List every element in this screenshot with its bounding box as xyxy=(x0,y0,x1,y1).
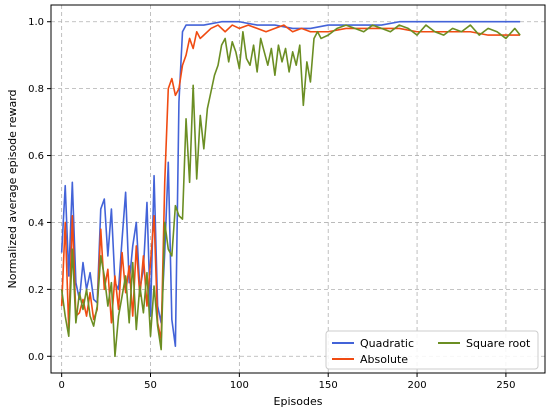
series-line-quadratic xyxy=(60,20,521,348)
x-axis-label: Episodes xyxy=(274,395,323,408)
legend-label-absolute: Absolute xyxy=(360,353,408,366)
x-tick-label: 150 xyxy=(319,380,338,391)
y-tick-label: 0.2 xyxy=(28,285,44,296)
series-line-absolute xyxy=(60,24,521,341)
series-layer xyxy=(60,20,521,358)
x-tick-label: 0 xyxy=(58,380,64,391)
series-line-square-root xyxy=(60,24,521,358)
x-axis-ticks: 0 50 100 150 200 250 xyxy=(58,373,515,391)
x-tick-label: 50 xyxy=(144,380,157,391)
x-tick-label: 250 xyxy=(496,380,515,391)
y-tick-label: 1.0 xyxy=(28,17,44,28)
legend: Quadratic Absolute Square root xyxy=(325,330,539,370)
y-tick-label: 0.4 xyxy=(28,218,44,229)
x-tick-label: 100 xyxy=(230,380,249,391)
y-axis-label: Normalized average episode reward xyxy=(6,89,19,288)
y-tick-label: 0.0 xyxy=(28,352,44,363)
plot-frame xyxy=(50,4,546,374)
legend-label-quadratic: Quadratic xyxy=(360,337,414,350)
y-tick-label: 0.6 xyxy=(28,151,44,162)
legend-box xyxy=(325,330,539,370)
legend-label-square-root: Square root xyxy=(466,337,531,350)
x-tick-label: 200 xyxy=(408,380,427,391)
y-tick-label: 0.8 xyxy=(28,84,44,95)
grid xyxy=(51,5,545,373)
y-axis-ticks: 0.0 0.2 0.4 0.6 0.8 1.0 xyxy=(28,17,51,363)
